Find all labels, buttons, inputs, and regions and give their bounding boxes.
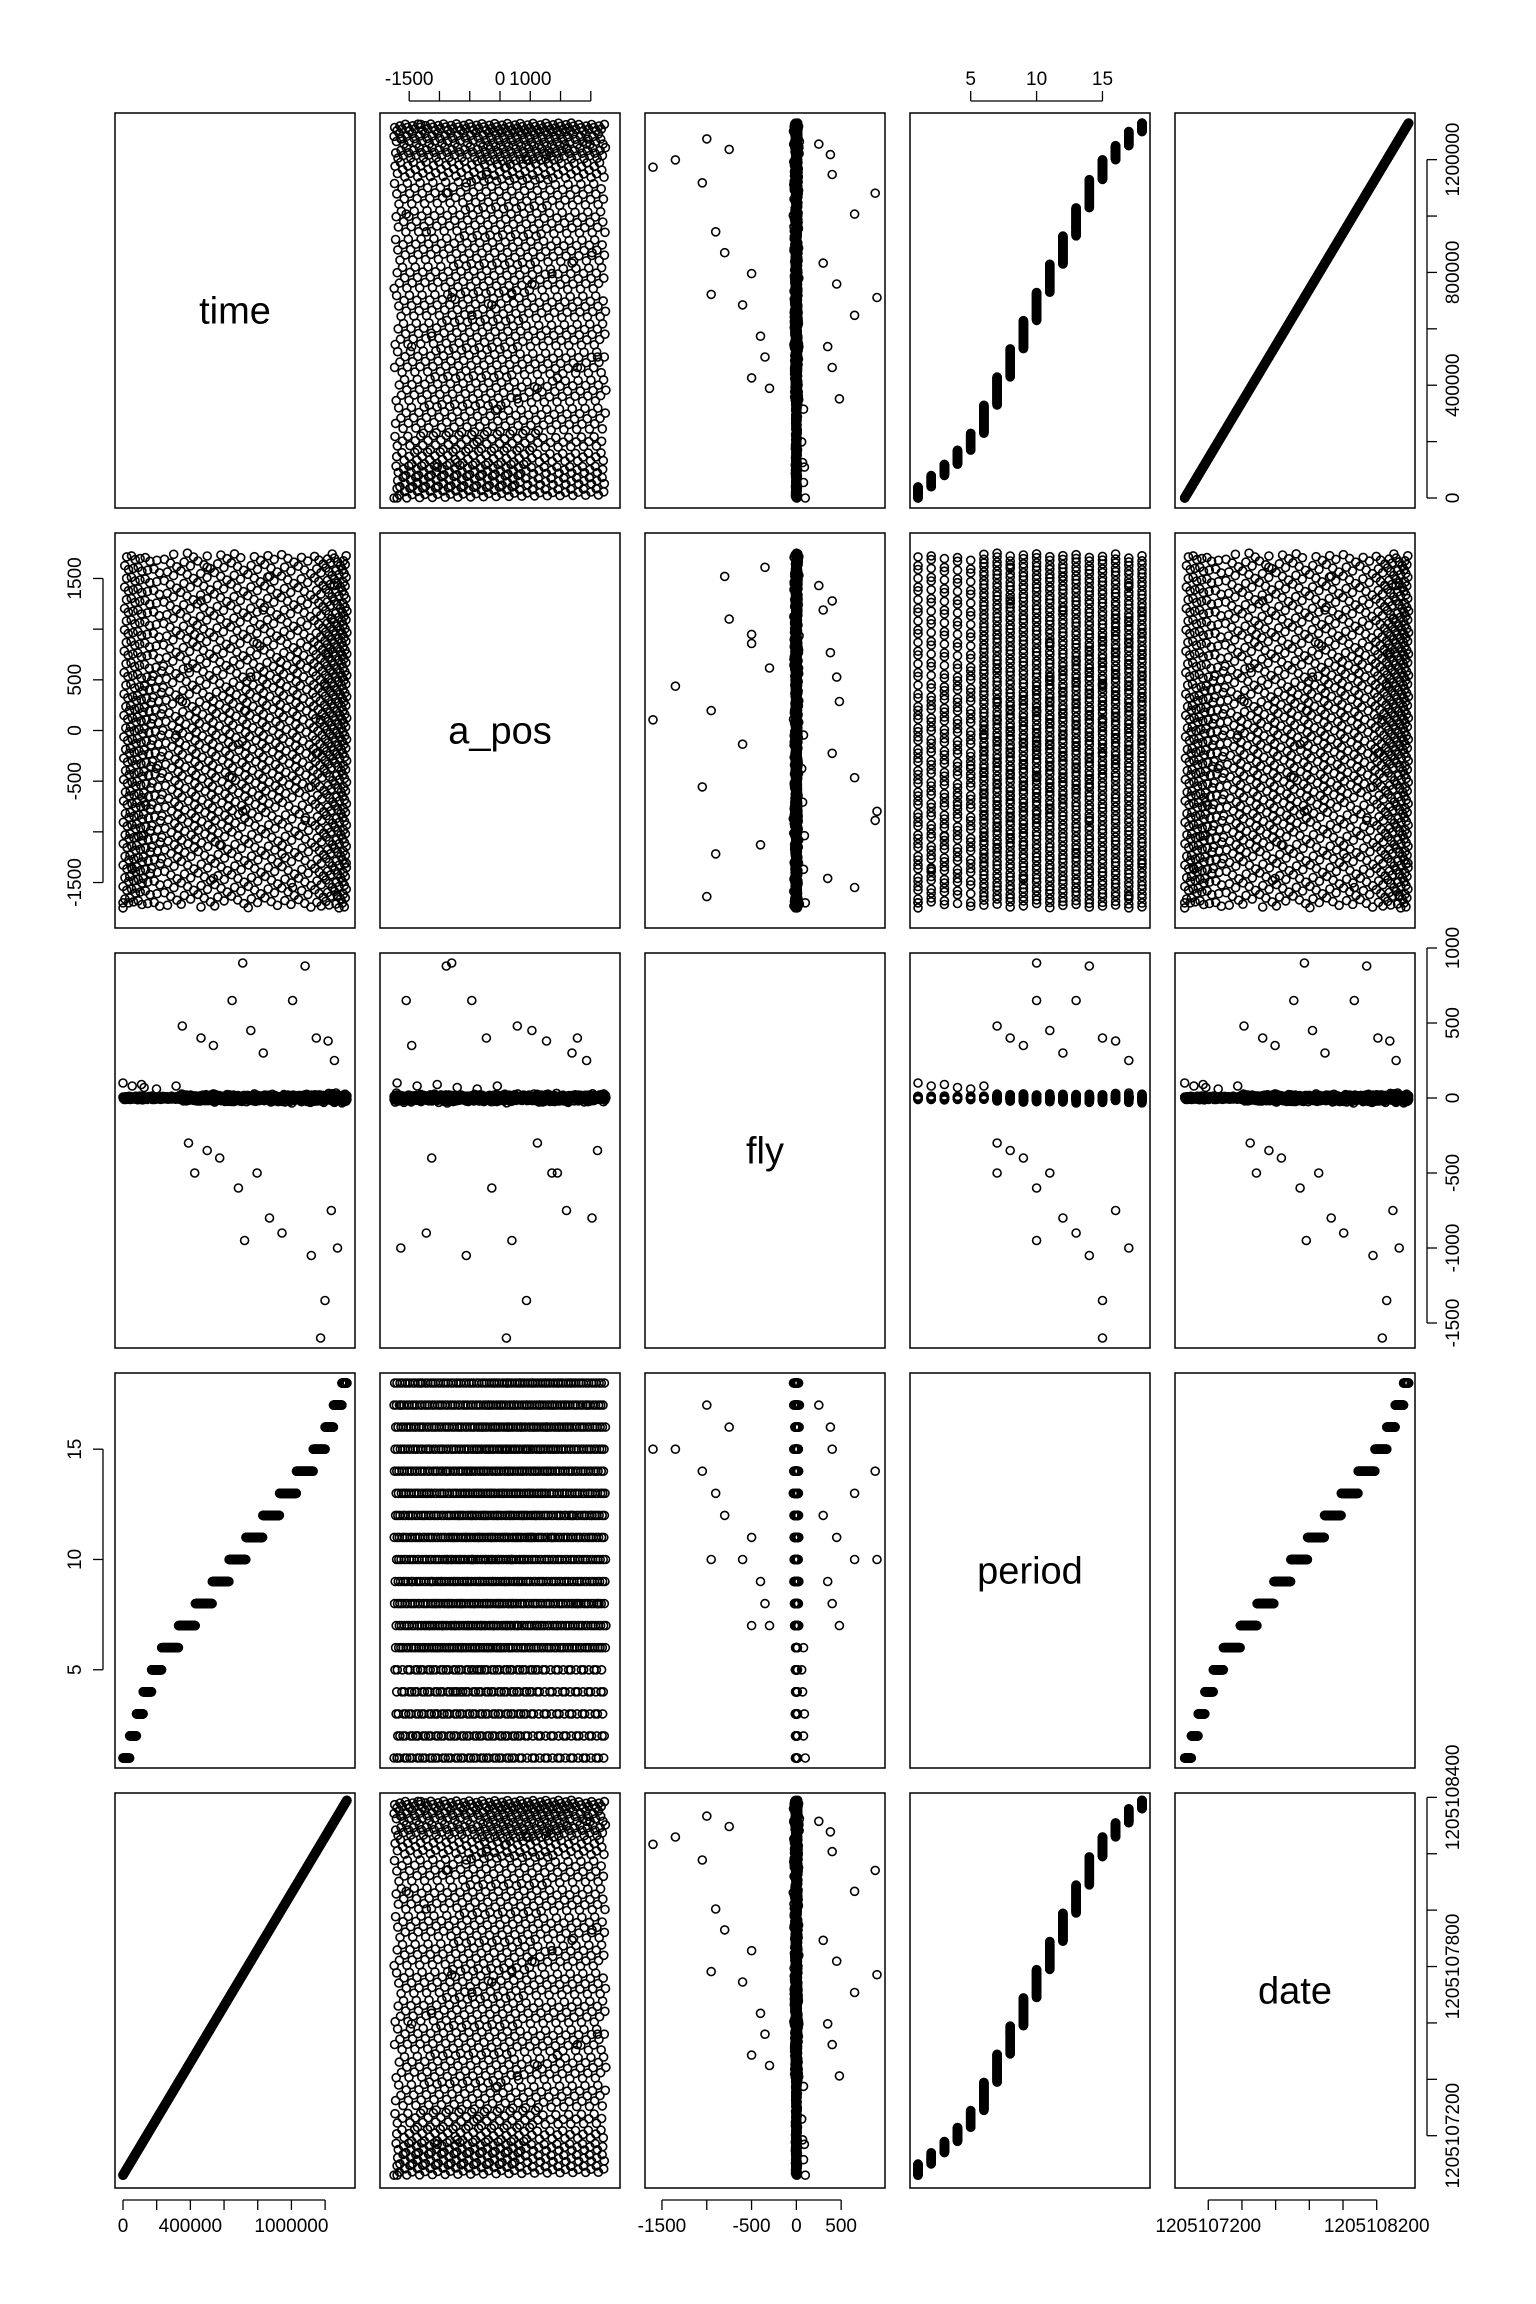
data-point bbox=[721, 249, 729, 257]
data-point bbox=[599, 218, 607, 226]
data-point bbox=[539, 434, 547, 442]
panel-time-vs-time: time bbox=[115, 113, 355, 508]
data-point bbox=[873, 294, 881, 302]
data-point bbox=[399, 437, 407, 445]
data-point bbox=[597, 185, 605, 193]
data-point bbox=[851, 210, 859, 218]
data-point bbox=[598, 437, 606, 445]
data-point bbox=[424, 437, 432, 445]
data-point bbox=[554, 443, 562, 451]
data-point bbox=[585, 438, 593, 446]
panel-time-vs-fly bbox=[645, 113, 885, 508]
data-point bbox=[600, 274, 608, 282]
data-point bbox=[437, 436, 445, 444]
data-point bbox=[534, 439, 542, 447]
data-point bbox=[748, 374, 756, 382]
data-point bbox=[815, 140, 823, 148]
panel-time-vs-a_pos bbox=[380, 113, 620, 508]
data-point bbox=[565, 433, 573, 441]
data-point bbox=[833, 280, 841, 288]
data-point bbox=[801, 494, 809, 502]
data-point bbox=[828, 364, 836, 372]
data-point bbox=[698, 179, 706, 187]
data-point bbox=[598, 241, 606, 249]
data-point bbox=[444, 441, 452, 449]
data-point bbox=[824, 343, 832, 351]
data-point bbox=[739, 301, 747, 309]
data-point bbox=[592, 442, 600, 450]
data-point bbox=[761, 353, 769, 361]
data-point bbox=[599, 297, 607, 305]
data-point bbox=[392, 236, 400, 244]
data-point bbox=[391, 180, 399, 188]
panel-frame bbox=[910, 113, 1150, 508]
data-point bbox=[725, 145, 733, 153]
data-point bbox=[393, 442, 401, 450]
data-point bbox=[547, 439, 555, 447]
data-point bbox=[757, 332, 765, 340]
data-point bbox=[601, 228, 609, 236]
data-point bbox=[577, 433, 585, 441]
data-point bbox=[599, 195, 607, 203]
data-point bbox=[597, 369, 605, 377]
data-point bbox=[483, 440, 491, 448]
data-point bbox=[391, 433, 399, 441]
panel-time-vs-period bbox=[910, 113, 1150, 508]
data-point bbox=[819, 259, 827, 267]
data-point bbox=[598, 425, 606, 433]
data-point bbox=[602, 386, 610, 394]
data-point bbox=[541, 443, 549, 451]
data-point bbox=[600, 251, 608, 259]
data-point bbox=[826, 151, 834, 159]
data-point bbox=[601, 330, 609, 338]
panel-time-vs-date bbox=[1175, 113, 1415, 508]
data-point bbox=[590, 433, 598, 441]
data-point bbox=[766, 384, 774, 392]
data-point bbox=[671, 156, 679, 164]
data-point bbox=[602, 307, 610, 315]
variable-label-time: time bbox=[199, 291, 271, 333]
data-point bbox=[748, 270, 756, 278]
data-point bbox=[552, 434, 560, 442]
data-point bbox=[703, 135, 711, 143]
data-point bbox=[851, 311, 859, 319]
data-point bbox=[835, 395, 843, 403]
data-point bbox=[871, 189, 879, 197]
data-point bbox=[828, 171, 836, 179]
data-point bbox=[649, 163, 657, 171]
panel-frame bbox=[645, 113, 885, 508]
data-point bbox=[707, 290, 715, 298]
data-point bbox=[712, 228, 720, 236]
data-point bbox=[601, 409, 609, 417]
data-point bbox=[526, 434, 534, 442]
data-point bbox=[404, 432, 412, 440]
data-point bbox=[496, 440, 504, 448]
